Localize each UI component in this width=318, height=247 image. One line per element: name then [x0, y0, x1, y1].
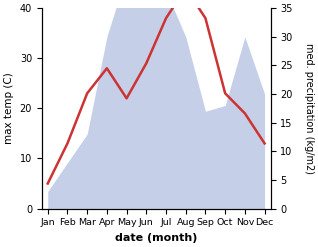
Y-axis label: max temp (C): max temp (C): [4, 72, 14, 144]
X-axis label: date (month): date (month): [115, 233, 197, 243]
Y-axis label: med. precipitation (kg/m2): med. precipitation (kg/m2): [304, 43, 314, 174]
